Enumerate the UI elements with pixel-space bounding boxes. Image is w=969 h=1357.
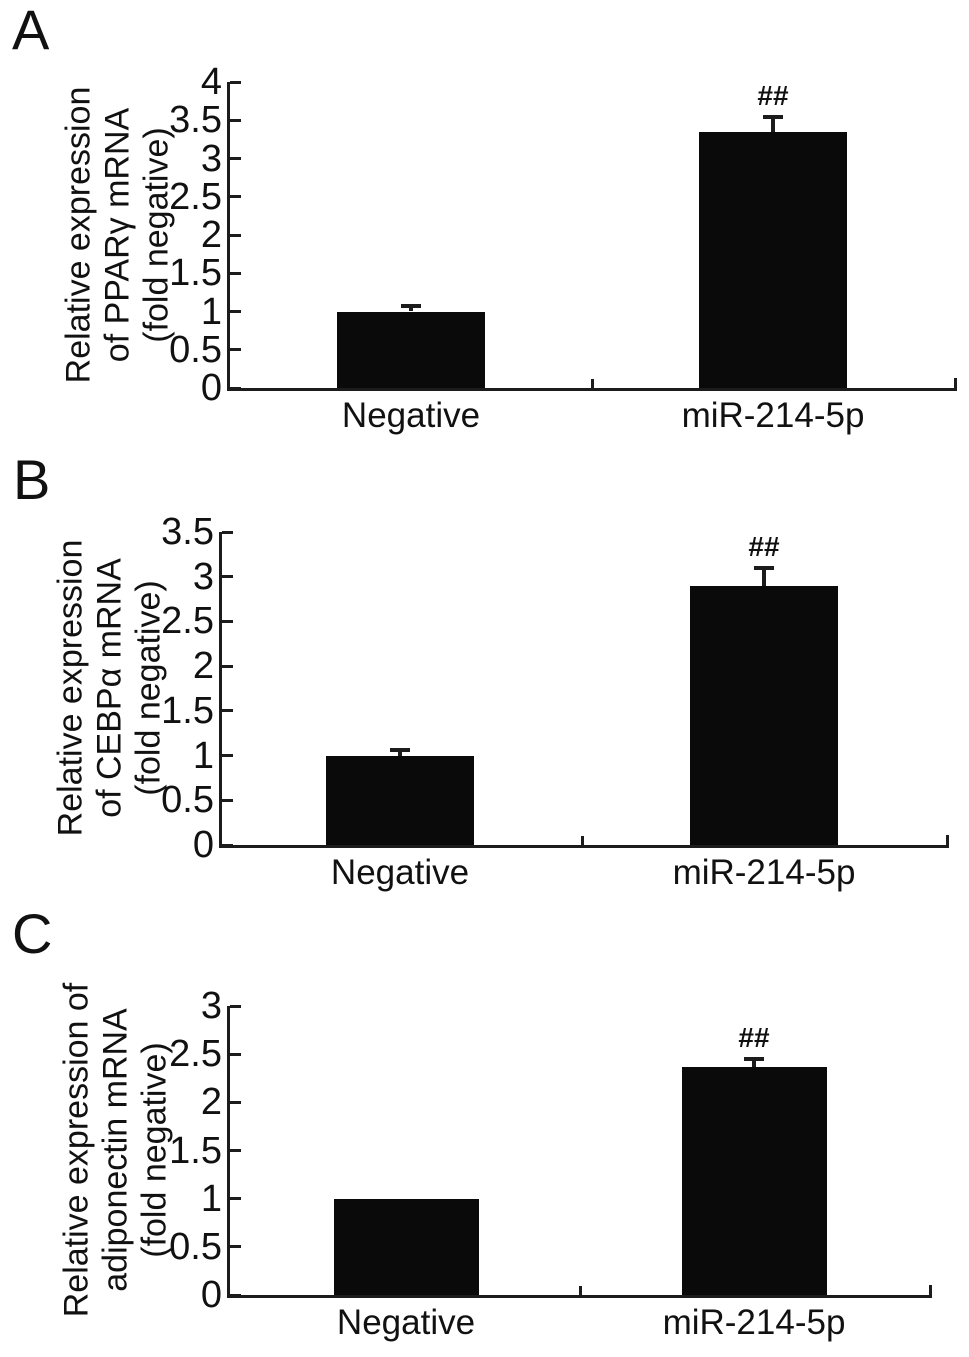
- bar: [333, 1198, 479, 1295]
- y-tick-label: 0.5: [161, 779, 214, 822]
- y-tick: [229, 1100, 241, 1104]
- y-tick: [221, 843, 233, 847]
- y-tick-label: 0: [200, 367, 222, 409]
- significance-annotation: ##: [757, 79, 789, 111]
- x-axis-end-tick: [945, 835, 949, 848]
- y-tick-label: 2: [200, 214, 222, 256]
- x-axis-end-tick: [928, 1285, 932, 1298]
- significance-annotation: ##: [738, 1022, 770, 1054]
- y-tick: [229, 195, 241, 199]
- category-label: Negative: [341, 396, 481, 435]
- panel-a-letter: A: [12, 0, 50, 61]
- bar: [690, 585, 838, 845]
- y-tick-label: 1: [200, 1177, 222, 1220]
- y-tick: [221, 709, 233, 713]
- category-label: Negative: [330, 853, 470, 892]
- error-bar-cap: [744, 1057, 764, 1062]
- error-bar-stem: [762, 565, 766, 586]
- y-tick-label: 1: [192, 734, 214, 777]
- x-axis-mid-tick: [580, 836, 584, 845]
- y-tick: [229, 80, 241, 84]
- y-axis: [226, 1006, 230, 1298]
- error-bar-stem: [752, 1057, 756, 1067]
- y-axis: [218, 532, 222, 848]
- y-tick: [229, 386, 241, 390]
- y-tick: [221, 798, 233, 802]
- y-tick: [229, 1004, 241, 1008]
- y-tick-label: 2: [200, 1081, 222, 1124]
- y-tick: [229, 1245, 241, 1249]
- y-tick: [229, 1052, 241, 1056]
- y-tick: [221, 754, 233, 758]
- y-axis: [226, 82, 230, 391]
- y-tick-label: 3: [200, 985, 222, 1027]
- y-tick-label: 2.5: [169, 175, 222, 218]
- y-tick: [229, 233, 241, 237]
- x-axis: [218, 845, 949, 848]
- significance-annotation: ##: [748, 530, 780, 562]
- x-axis-mid-tick: [578, 1286, 582, 1295]
- error-bar-cap: [401, 303, 421, 308]
- category-label: miR-214-5p: [681, 396, 865, 435]
- y-tick: [221, 619, 233, 623]
- error-bar-cap: [754, 565, 774, 570]
- y-tick: [221, 575, 233, 579]
- category-label: miR-214-5p: [672, 853, 856, 892]
- y-tick: [229, 310, 241, 313]
- y-tick-label: 2.5: [161, 600, 214, 643]
- y-tick-label: 1.5: [169, 252, 222, 295]
- panel-b-letter: B: [13, 448, 51, 511]
- y-tick: [229, 1293, 241, 1297]
- y-tick-label: 1: [200, 290, 222, 333]
- y-tick: [229, 271, 241, 275]
- y-tick-label: 0: [192, 824, 214, 866]
- category-label: miR-214-5p: [662, 1303, 846, 1342]
- category-label: Negative: [336, 1303, 476, 1342]
- y-tick-label: 0.5: [169, 1225, 222, 1268]
- x-axis: [226, 1295, 932, 1298]
- x-axis-mid-tick: [590, 379, 594, 388]
- panel-c-letter: C: [12, 902, 53, 965]
- y-tick: [229, 118, 241, 122]
- bar: [337, 311, 485, 388]
- x-axis: [226, 388, 957, 391]
- y-tick-label: 3.5: [161, 511, 214, 553]
- y-tick: [229, 1197, 241, 1201]
- y-tick-label: 1.5: [169, 1129, 222, 1172]
- y-tick-label: 3.5: [169, 99, 222, 142]
- bar: [699, 131, 847, 388]
- y-tick-label: 4: [200, 61, 222, 103]
- y-tick-label: 2: [192, 645, 214, 688]
- y-tick: [229, 157, 241, 160]
- bar: [326, 755, 474, 845]
- error-bar-stem: [771, 114, 775, 132]
- y-tick: [229, 348, 241, 352]
- y-tick-label: 3: [192, 555, 214, 598]
- y-tick: [229, 1149, 241, 1152]
- y-tick: [221, 530, 233, 534]
- error-bar-cap: [763, 114, 783, 119]
- y-tick: [221, 664, 233, 668]
- x-axis-end-tick: [953, 378, 957, 391]
- error-bar-cap: [390, 748, 410, 753]
- y-tick-label: 0: [200, 1274, 222, 1316]
- y-tick-label: 2.5: [169, 1033, 222, 1076]
- y-tick-label: 1.5: [161, 689, 214, 732]
- y-tick-label: 3: [200, 137, 222, 180]
- bar: [681, 1066, 827, 1295]
- y-tick-label: 0.5: [169, 328, 222, 371]
